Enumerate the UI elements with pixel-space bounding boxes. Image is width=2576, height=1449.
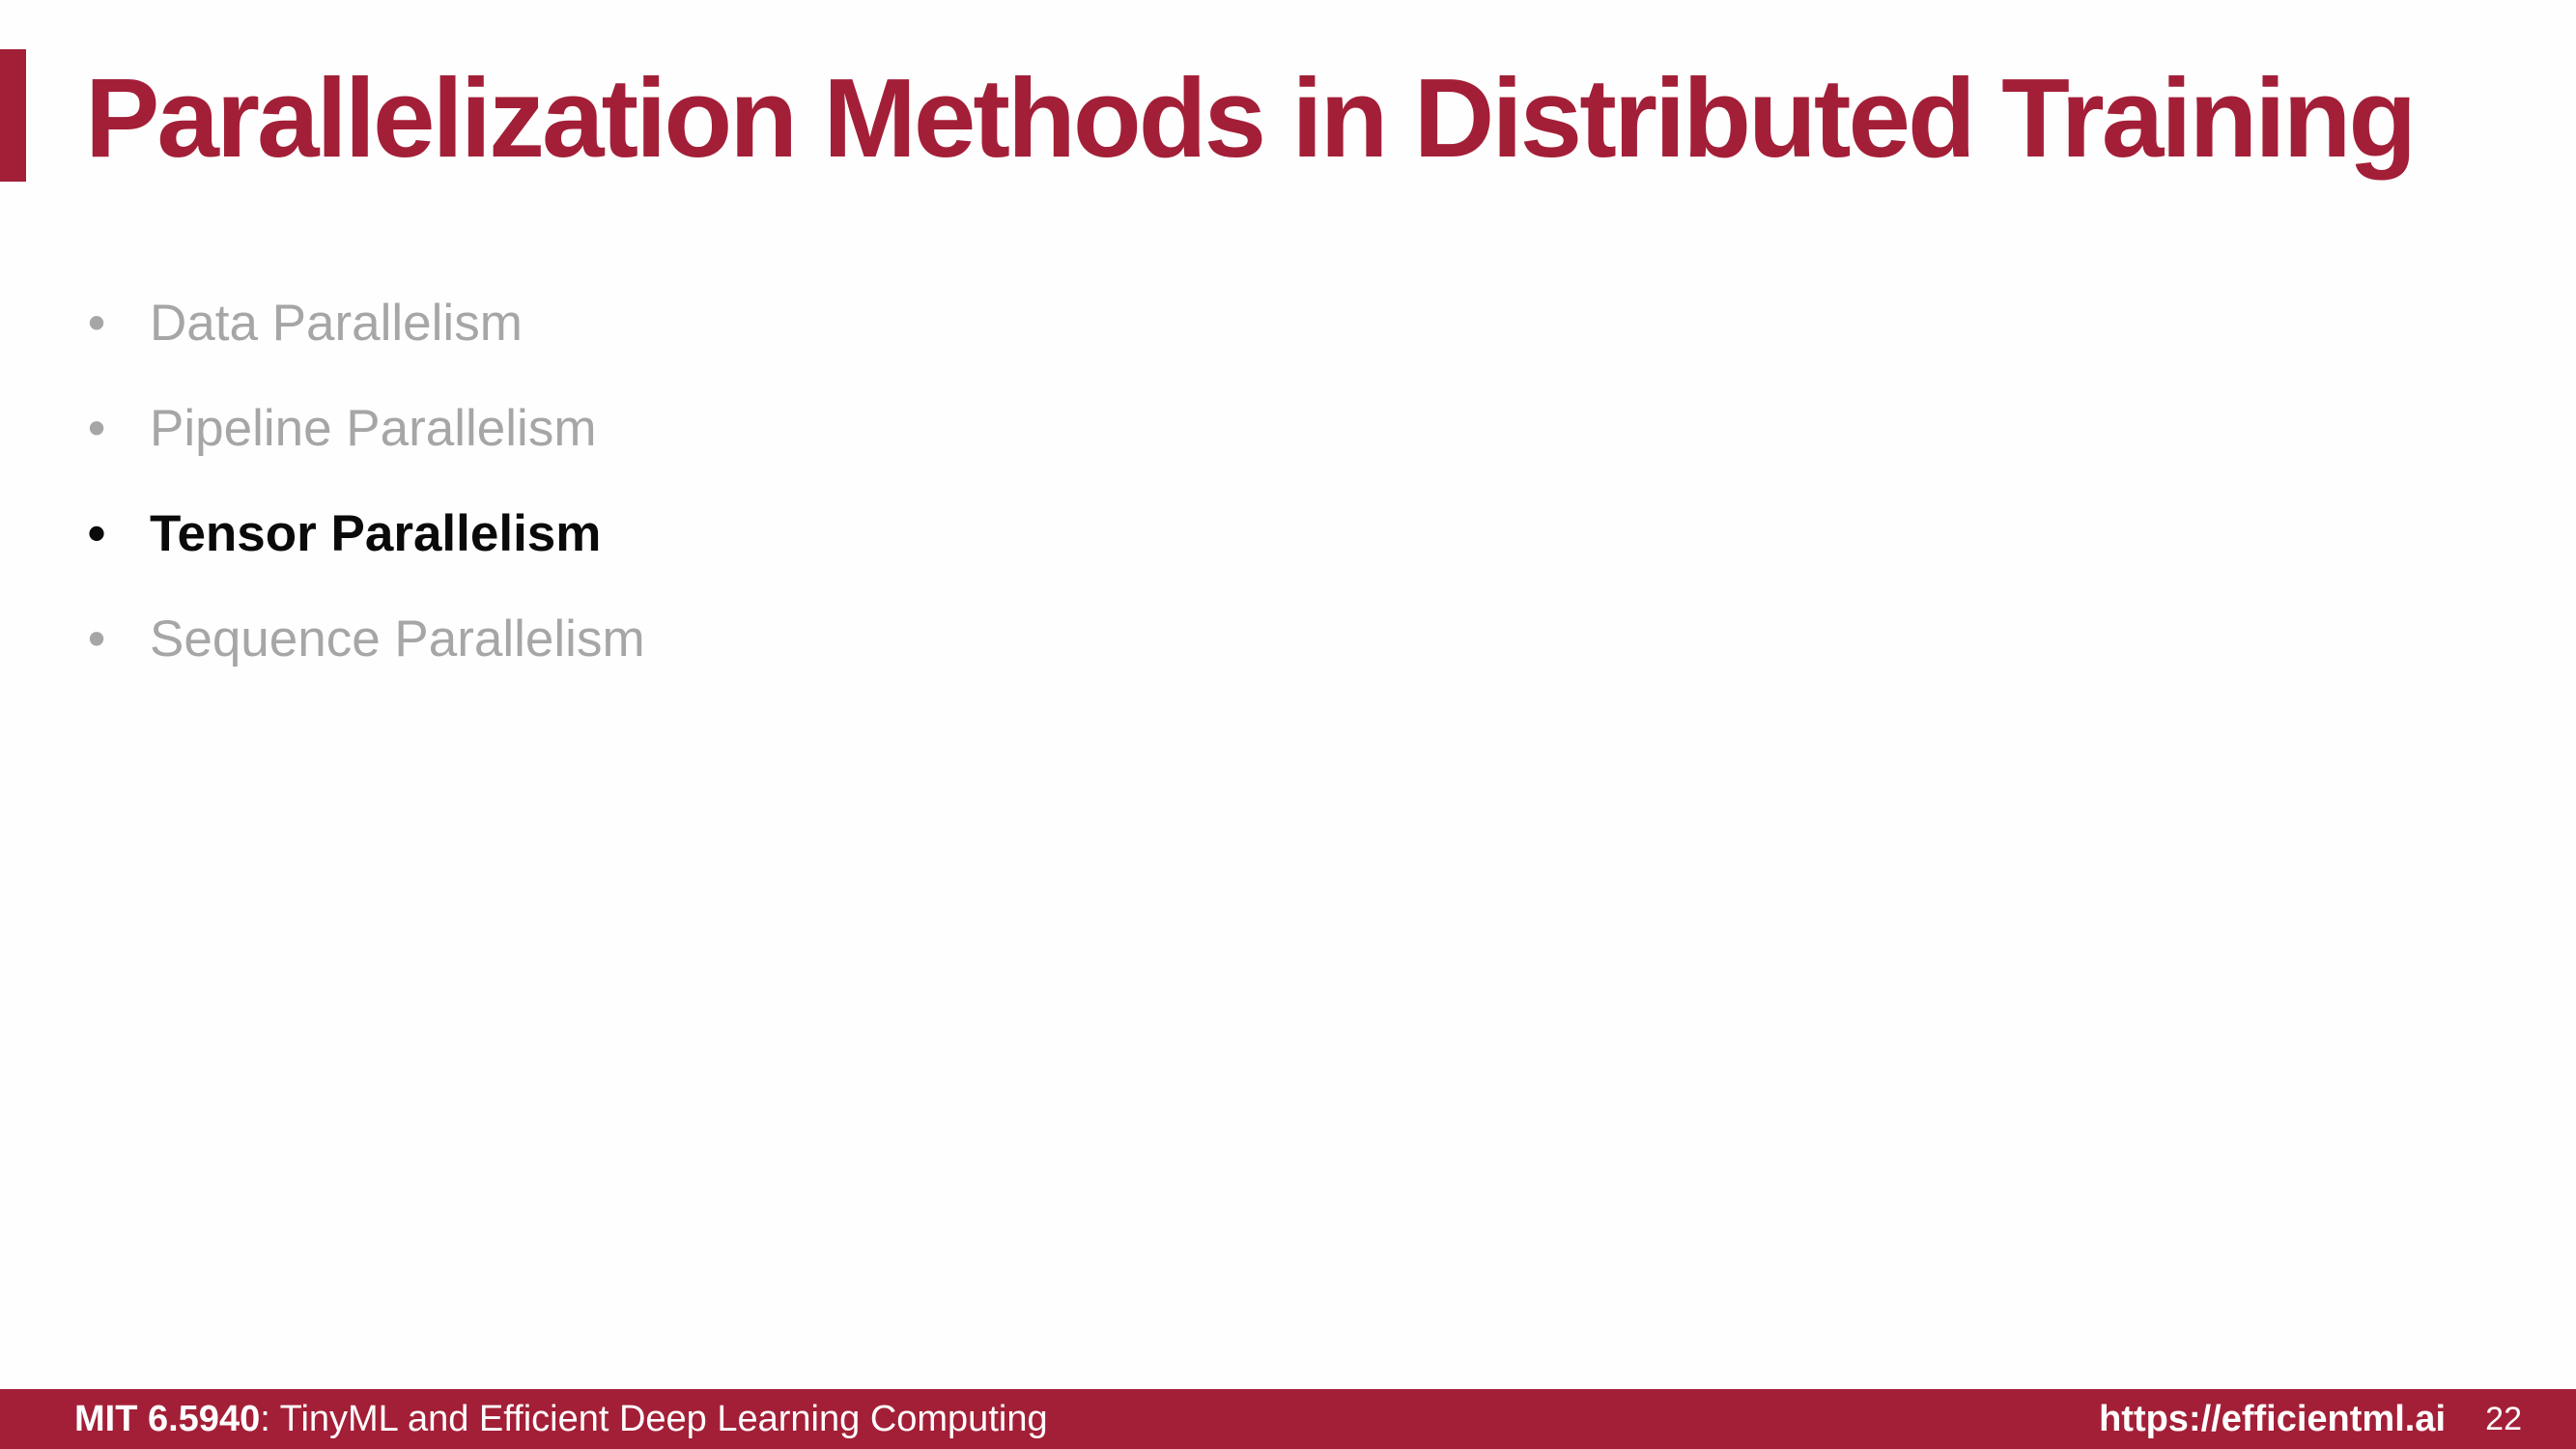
bullet-label: Pipeline Parallelism <box>150 400 597 457</box>
bullet-label: Sequence Parallelism <box>150 611 645 668</box>
bullet-dot: • <box>87 505 106 562</box>
footer-course-info: MIT 6.5940: TinyML and Efficient Deep Le… <box>74 1389 1048 1449</box>
footer-bar: MIT 6.5940: TinyML and Efficient Deep Le… <box>0 1389 2576 1449</box>
bullet-label: Data Parallelism <box>150 295 523 352</box>
bullet-label: Tensor Parallelism <box>150 505 602 562</box>
bullet-dot: • <box>87 400 106 457</box>
title-accent-bar <box>0 49 26 182</box>
footer-url-link[interactable]: https://efficientml.ai <box>2099 1399 2446 1439</box>
bullet-dot: • <box>87 295 106 352</box>
slide-title: Parallelization Methods in Distributed T… <box>85 55 2417 181</box>
footer-course-title: : TinyML and Efficient Deep Learning Com… <box>260 1399 1048 1439</box>
footer-course-code: MIT 6.5940 <box>74 1399 261 1439</box>
bullet-dot: • <box>87 611 106 668</box>
footer-page-number: 22 <box>2485 1401 2522 1437</box>
